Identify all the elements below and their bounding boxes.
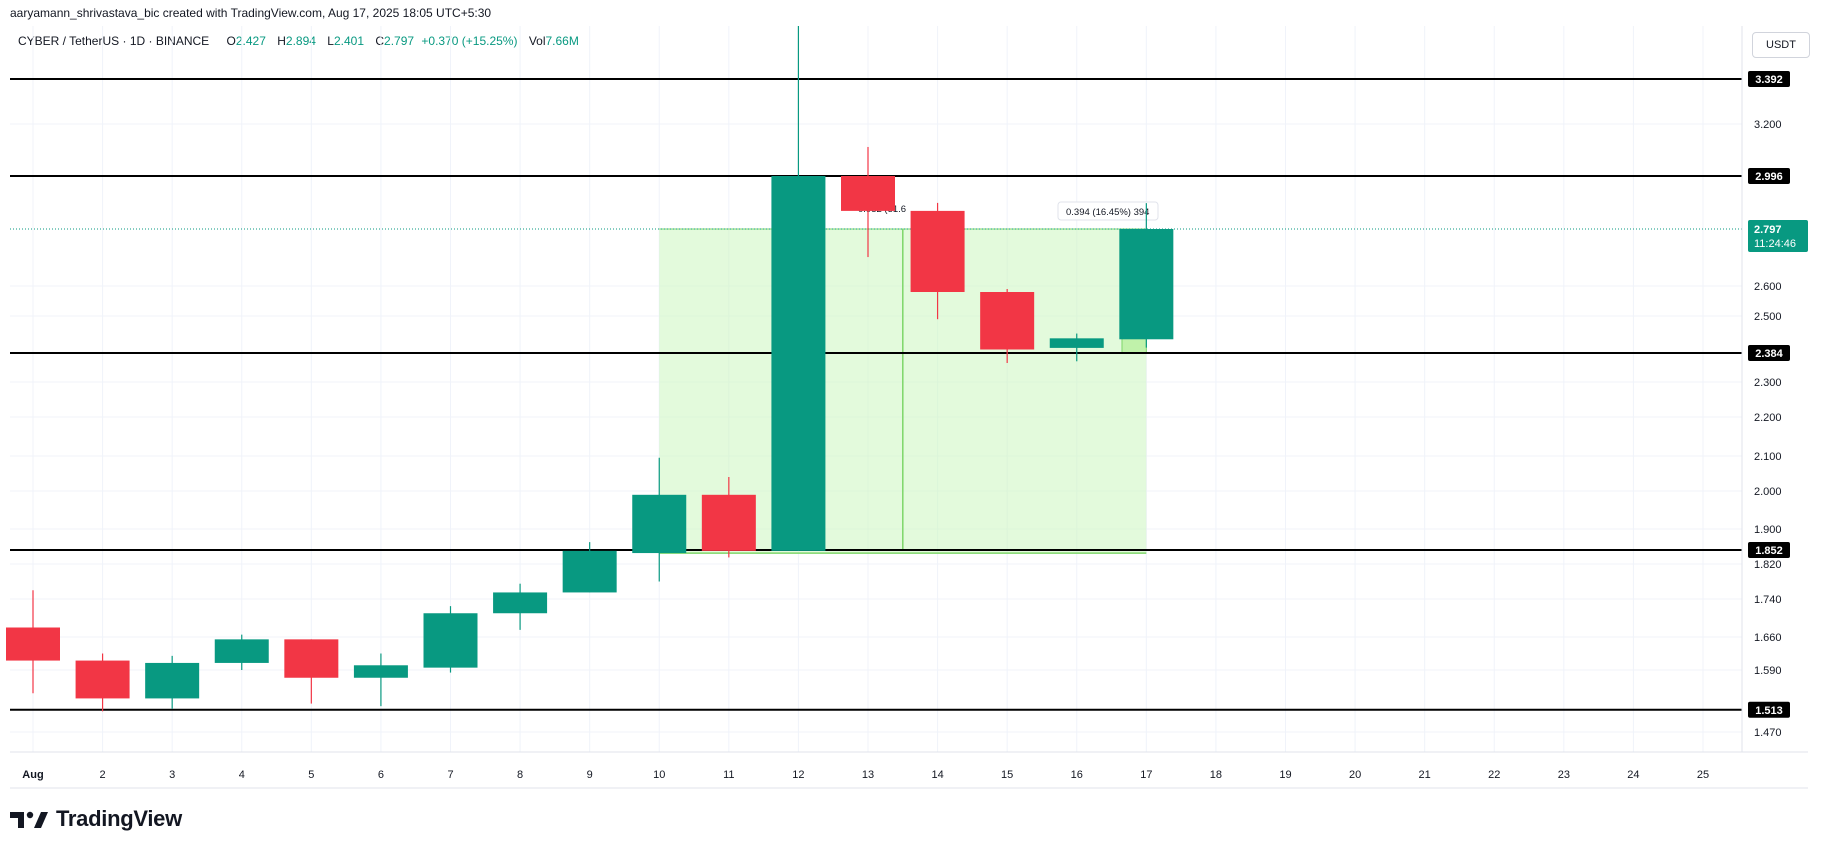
horizontal-levels: 3.392 2.996 2.384 1.852 1.513 2.797 11:24:46 <box>10 71 1808 718</box>
level-label: 1.513 <box>1755 705 1783 717</box>
current-price-label: 2.797 <box>1754 224 1782 236</box>
x-tick-label: Aug <box>22 769 43 781</box>
candle-body <box>353 665 408 678</box>
y-tick-label: 2.100 <box>1754 451 1782 463</box>
brand-name: TradingView <box>56 806 182 831</box>
x-tick-label: 22 <box>1488 769 1500 781</box>
x-tick-label: 2 <box>100 769 106 781</box>
current-price-tag <box>1748 220 1808 252</box>
symbol-title[interactable]: CYBER / TetherUS · 1D · BINANCE <box>18 34 210 48</box>
close-value: 2.797 <box>384 34 415 48</box>
countdown-label: 11:24:46 <box>1754 238 1796 250</box>
volume-label: Vol <box>528 34 546 48</box>
y-tick-label: 2.200 <box>1754 412 1782 424</box>
x-tick-label: 4 <box>239 769 245 781</box>
x-tick-label: 18 <box>1210 769 1222 781</box>
chart-attribution: aaryamann_shrivastava_bic created with T… <box>10 6 492 20</box>
level-label: 1.852 <box>1755 545 1783 557</box>
candle-body <box>701 494 756 551</box>
candle-body <box>841 176 895 211</box>
measure-zone: 0.952 (51.60.394 (16.45%) 394 <box>659 199 1159 554</box>
candle-body <box>423 613 478 668</box>
low-value: 2.401 <box>333 34 364 48</box>
open-label: O <box>226 34 236 48</box>
x-tick-label: 17 <box>1140 769 1152 781</box>
candle-body <box>980 292 1035 350</box>
y-tick-label: 2.600 <box>1754 281 1782 293</box>
x-tick-label: 19 <box>1279 769 1291 781</box>
price-chart[interactable]: 0.952 (51.60.394 (16.45%) 394 3.392 2.996… <box>0 0 1825 800</box>
measure-label-box <box>1057 201 1159 221</box>
y-tick-label: 2.300 <box>1754 377 1782 389</box>
volume-value: 7.66M <box>545 34 579 48</box>
x-tick-label: 21 <box>1419 769 1431 781</box>
high-label: H <box>277 34 286 48</box>
x-tick-label: 24 <box>1627 769 1639 781</box>
candle-body <box>284 639 339 678</box>
level-label-box <box>1748 71 1790 87</box>
level-label-box <box>1748 168 1790 184</box>
candle-body <box>632 494 687 554</box>
high-value: 2.894 <box>285 34 316 48</box>
y-tick-label: 1.660 <box>1754 632 1782 644</box>
candle-body <box>493 592 548 614</box>
x-tick-label: 9 <box>587 769 593 781</box>
y-tick-label: 1.590 <box>1754 665 1782 677</box>
x-tick-label: 7 <box>447 769 453 781</box>
x-tick-label: 5 <box>308 769 314 781</box>
candle-body <box>145 662 200 699</box>
level-label: 3.392 <box>1755 74 1783 86</box>
x-tick-label: 6 <box>378 769 384 781</box>
x-tick-label: 10 <box>653 769 665 781</box>
candle-body <box>771 176 826 551</box>
symbol-legend: CYBER / TetherUS · 1D · BINANCE O2.427 H… <box>18 34 579 48</box>
y-tick-label: 2.500 <box>1754 311 1782 323</box>
change-value: +0.370 (+15.25%) <box>421 34 518 48</box>
tradingview-logo-icon <box>10 811 48 828</box>
measure-label: 0.394 (16.45%) 394 <box>1066 207 1149 218</box>
x-tick-label: 11 <box>723 769 734 781</box>
y-tick-label: 1.900 <box>1754 524 1782 536</box>
currency-selector[interactable]: USDT <box>1752 32 1810 58</box>
x-tick-label: 3 <box>169 769 175 781</box>
x-tick-label: 20 <box>1349 769 1361 781</box>
candle-body <box>214 639 269 663</box>
x-tick-label: 23 <box>1558 769 1570 781</box>
y-tick-label: 2.000 <box>1754 486 1782 498</box>
x-tick-label: 16 <box>1071 769 1083 781</box>
y-tick-label: 3.200 <box>1754 119 1782 131</box>
candle-body <box>1119 229 1174 340</box>
candle-body <box>75 660 130 699</box>
candle-body <box>910 210 965 292</box>
open-value: 2.427 <box>235 34 266 48</box>
x-tick-label: 13 <box>862 769 874 781</box>
level-label: 2.996 <box>1755 171 1783 183</box>
x-tick-label: 25 <box>1697 769 1709 781</box>
y-tick-label: 1.740 <box>1754 594 1782 606</box>
candles <box>6 26 1174 712</box>
x-tick-label: 8 <box>517 769 523 781</box>
axes: Aug 2 3 4 5 6 7 8 9 10 11 12 13 14 15 16 17 18 19 20 21 22 23 2… <box>10 26 1808 789</box>
close-label: C <box>375 34 385 48</box>
x-tick-label: 12 <box>792 769 804 781</box>
level-label-box <box>1748 701 1790 718</box>
low-label: L <box>327 34 334 48</box>
y-tick-label: 1.470 <box>1754 727 1782 739</box>
candle-body <box>562 550 617 593</box>
candle-body <box>6 627 60 661</box>
level-label-box <box>1748 542 1790 558</box>
x-tick-label: 14 <box>931 769 943 781</box>
tradingview-logo: TradingView <box>10 806 182 832</box>
y-tick-label: 1.820 <box>1754 559 1782 571</box>
level-label: 2.384 <box>1755 348 1783 360</box>
candle-body <box>1049 338 1104 348</box>
level-label-box <box>1748 345 1790 361</box>
x-tick-label: 15 <box>1001 769 1013 781</box>
